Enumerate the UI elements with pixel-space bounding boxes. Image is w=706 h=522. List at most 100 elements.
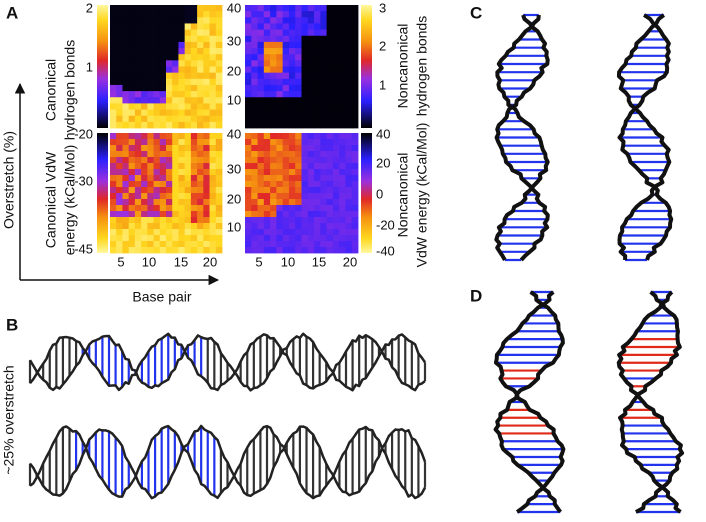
heatmap-cell <box>147 235 154 242</box>
heatmap-cell <box>320 217 328 224</box>
heatmap-cell <box>159 54 167 61</box>
heatmap-cell <box>159 60 167 67</box>
heatmap-cell <box>339 103 346 110</box>
heatmap-cell <box>172 205 179 212</box>
heatmap-cell <box>128 133 136 140</box>
heatmap-cell <box>215 235 223 242</box>
heatmap-cell <box>153 139 161 146</box>
heatmap-cell <box>332 72 340 80</box>
heatmap-cell <box>326 48 334 55</box>
heatmap-cell <box>288 17 296 24</box>
heatmap-cell <box>332 247 340 254</box>
heatmap-cell <box>134 78 142 86</box>
heatmap-cell <box>134 217 142 224</box>
heatmap-cell <box>178 115 186 123</box>
heatmap-cell <box>307 247 315 254</box>
heatmap-cell <box>141 133 148 140</box>
heatmap-cell <box>263 5 271 12</box>
heatmap-cell <box>339 157 346 164</box>
heatmap-cell <box>270 48 277 55</box>
heatmap-cell <box>332 103 340 110</box>
heatmap-cell <box>251 247 258 254</box>
heatmap-cell <box>215 103 223 110</box>
heatmap-cell <box>251 241 258 248</box>
heatmap-cell <box>203 72 210 80</box>
heatmap-cell <box>134 60 142 67</box>
heatmap-cell <box>326 29 334 37</box>
heatmap-cell <box>184 115 192 123</box>
heatmap-cell <box>263 133 271 140</box>
heatmap-cell <box>128 91 136 98</box>
heatmap-cell <box>332 163 340 170</box>
heatmap-cell <box>320 181 328 188</box>
heatmap-cell <box>288 35 296 43</box>
heatmap-cell <box>307 199 315 206</box>
heatmap-cell <box>122 66 130 74</box>
heatmap-cell <box>276 187 284 194</box>
heatmap-cell <box>345 5 353 12</box>
heatmap-cell <box>263 41 271 49</box>
heatmap-cell <box>245 115 252 123</box>
heatmap-cell <box>339 66 346 74</box>
heatmap-cell <box>122 72 130 80</box>
heatmap-cell <box>122 109 130 117</box>
heatmap-cell <box>203 235 210 242</box>
heatmap-cell <box>134 241 142 248</box>
heatmap-cell <box>172 78 179 86</box>
heatmap-cell <box>282 235 290 242</box>
heatmap-cell <box>314 151 321 158</box>
heatmap-cell <box>339 41 346 49</box>
heatmap-cell <box>301 145 309 152</box>
heatmap-cell <box>184 217 192 224</box>
heatmap-cell <box>263 48 271 55</box>
heatmap-cell <box>270 193 277 200</box>
heatmap-cell <box>128 121 136 129</box>
dna-structure <box>494 13 550 262</box>
heatmap-cell <box>178 29 186 37</box>
heatmap-cell <box>307 97 315 104</box>
heatmap-cell <box>147 78 154 86</box>
heatmap-cell <box>245 35 252 43</box>
heatmap-cell <box>116 54 123 61</box>
heatmap-cell <box>345 157 353 164</box>
heatmap-cell <box>332 41 340 49</box>
heatmap-cell <box>288 11 296 18</box>
heatmap-cell <box>215 223 223 230</box>
heatmap-cell <box>122 54 130 61</box>
heatmap-cell <box>345 223 353 230</box>
heatmap-cell <box>320 115 328 123</box>
heatmap-cell <box>190 121 198 129</box>
heatmap-cell <box>128 109 136 117</box>
axis-label: Overstretch (%) <box>1 131 17 229</box>
heatmap-cell <box>153 187 161 194</box>
heatmap-cell <box>263 247 271 254</box>
heatmap-cell <box>215 5 223 12</box>
heatmap-cell <box>122 121 130 129</box>
heatmap-cell <box>257 157 265 164</box>
heatmap-cell <box>295 103 302 110</box>
heatmap-cell <box>339 29 346 37</box>
heatmap-cell <box>251 66 258 74</box>
heatmap-cell <box>172 17 179 24</box>
heatmap-cell <box>190 169 198 176</box>
heatmap-cell <box>345 103 353 110</box>
heatmap-cell <box>307 223 315 230</box>
heatmap-cell <box>345 72 353 80</box>
heatmap-cell <box>215 241 223 248</box>
heatmap-cell <box>301 48 309 55</box>
heatmap-cell <box>159 41 167 49</box>
heatmap-cell <box>178 223 186 230</box>
heatmap-cell <box>351 229 359 236</box>
heatmap-cell <box>301 199 309 206</box>
heatmap-cell <box>320 145 328 152</box>
heatmap-cell <box>295 151 302 158</box>
heatmap-cell <box>166 103 173 110</box>
heatmap-cell <box>147 66 154 74</box>
heatmap-cell <box>172 247 179 254</box>
x-tick-label: 10 <box>142 254 156 269</box>
heatmap-cell <box>307 175 315 182</box>
heatmap-cell <box>141 187 148 194</box>
heatmap-cell <box>128 103 136 110</box>
heatmap-cell <box>314 121 321 129</box>
heatmap-cell <box>166 41 173 49</box>
